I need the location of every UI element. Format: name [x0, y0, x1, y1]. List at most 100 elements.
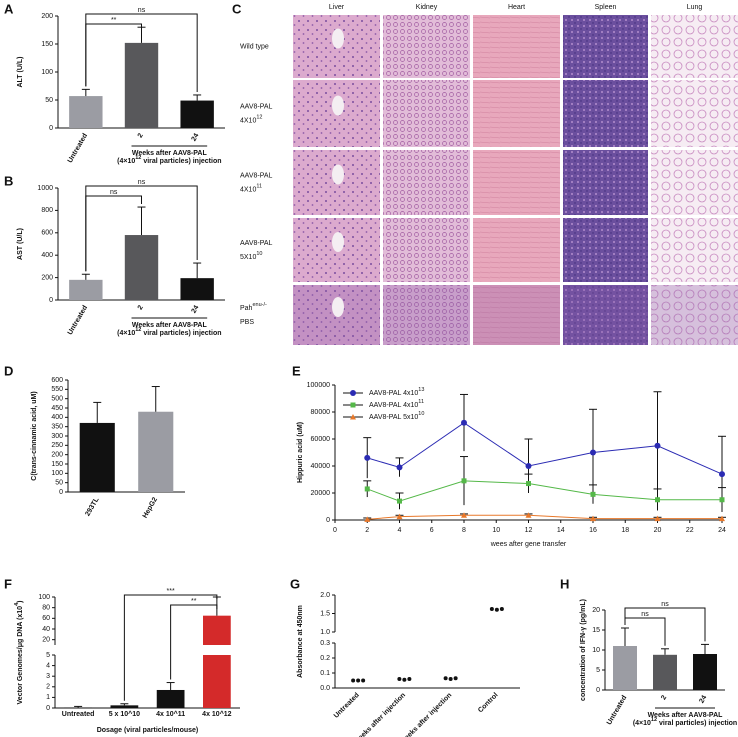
dot [361, 678, 366, 683]
significance-label: *** [167, 588, 175, 595]
group-label-part: viral particles) injection [141, 158, 221, 165]
marker [590, 449, 596, 456]
panel-label: A [4, 1, 14, 16]
bar [613, 646, 637, 690]
y-tick-label: 1000 [37, 185, 53, 192]
histology-image [651, 15, 738, 78]
y-tick-label: 100 [41, 69, 53, 76]
marker [590, 491, 596, 497]
marker [396, 464, 403, 471]
marker [719, 515, 725, 522]
y-tick-label: 100 [51, 470, 63, 477]
legend-label: AAV8-PAL 5x1010 [369, 411, 424, 420]
y-axis-label-part: AST (U/L) [17, 228, 24, 260]
bar [124, 42, 159, 128]
y-tick-label: 5 [46, 652, 50, 659]
dot [407, 677, 412, 681]
histology-image [473, 150, 560, 215]
significance-label: ** [111, 17, 117, 24]
y-axis-label: ALT (U/L) [17, 57, 24, 88]
y-axis-label: AST (U/L) [17, 228, 24, 260]
y-tick-label: 40 [42, 626, 50, 633]
histology-image [651, 150, 738, 215]
histology-image [651, 80, 738, 147]
y-tick-label: 800 [41, 207, 53, 214]
y-tick-label: 100 [38, 594, 50, 601]
row-label: AAV8-PAL [240, 240, 273, 247]
y-tick-label: 50 [45, 97, 53, 104]
row-label-part: Wild type [240, 43, 269, 50]
y-tick-label: 1 [46, 694, 50, 701]
group-label-part: viral particles) injection [657, 720, 737, 727]
histology-image [563, 150, 648, 215]
histology-image [563, 80, 648, 147]
x-tick-label: 293TL [84, 496, 101, 518]
x-tick-label: 18 [621, 527, 629, 534]
row-label: 5X1010 [240, 251, 262, 260]
x-tick-label: 2 [660, 694, 668, 701]
y-tick-label: 60000 [311, 436, 331, 443]
histology-image [473, 218, 560, 282]
panel-label: E [292, 363, 301, 378]
legend-label: AAV8-PAL 4x1011 [369, 399, 424, 408]
row-label-part: 10 [256, 251, 262, 257]
dot [453, 676, 458, 681]
y-tick-label: 4 [46, 662, 50, 669]
panel-label: H [560, 576, 569, 591]
group-label: Weeks after AAV8-PAL [132, 150, 208, 157]
significance-label: ns [661, 601, 669, 608]
row-label-part: Pah [240, 305, 253, 312]
vessel [332, 95, 344, 116]
histology-image [563, 218, 648, 282]
row-label: AAV8-PAL [240, 172, 273, 179]
dot [443, 676, 448, 681]
x-tick-label: 5 x 10^10 [109, 710, 140, 718]
bar [69, 279, 103, 300]
marker [461, 512, 467, 518]
x-tick-label: 24 [191, 132, 201, 142]
significance-bracket [123, 594, 218, 701]
dot [499, 607, 504, 612]
significance-label: ns [138, 179, 146, 186]
histology-image [383, 15, 470, 78]
group-label-part: (4×10 [633, 720, 651, 727]
dot [402, 677, 407, 682]
y-axis-label: concentration of IFN-γ (pg/mL) [580, 599, 587, 701]
column-header: Lung [687, 4, 703, 11]
marker [525, 463, 532, 469]
histology-image [473, 80, 560, 147]
y-tick-label: 450 [51, 405, 63, 412]
group-label: (4×1012 viral particles) injection [633, 717, 737, 726]
legend-marker [350, 402, 356, 408]
marker [364, 486, 370, 492]
y-axis-label-part: ) [17, 601, 24, 603]
bar [180, 278, 214, 300]
histology-image [563, 285, 648, 345]
y-tick-label: 200 [41, 13, 53, 20]
row-label: 4X1012 [240, 115, 262, 124]
y-tick-label: 3 [46, 673, 50, 680]
legend-label-part: 10 [418, 411, 424, 417]
legend-marker [350, 414, 356, 420]
significance-label: ** [191, 598, 197, 605]
x-axis-label: wees after gene transfer [490, 541, 567, 548]
x-tick-label: 24 [191, 304, 201, 314]
y-axis-label: Hippuric acid (uM) [297, 422, 304, 483]
row-label-part: 4X10 [240, 186, 256, 193]
dot [397, 677, 402, 681]
y-tick-label: 600 [41, 230, 53, 237]
row-label: PBS [240, 319, 254, 326]
y-tick-label: 300 [51, 433, 63, 440]
x-tick-label: 0 [333, 527, 337, 534]
y-tick-label: 350 [51, 424, 63, 431]
y-tick-label: 10 [592, 647, 600, 654]
marker [654, 442, 661, 449]
x-axis-label: Dosage (viral particles/mouse) [97, 727, 199, 734]
row-label: Wild type [240, 43, 269, 50]
significance-bracket [170, 604, 218, 680]
bar [203, 615, 231, 645]
y-tick-label: 20 [592, 607, 600, 614]
row-label-part: 11 [256, 184, 262, 190]
group-label: (4×1012 viral particles) injection [117, 327, 221, 336]
x-tick-label: Untreated [606, 694, 628, 726]
